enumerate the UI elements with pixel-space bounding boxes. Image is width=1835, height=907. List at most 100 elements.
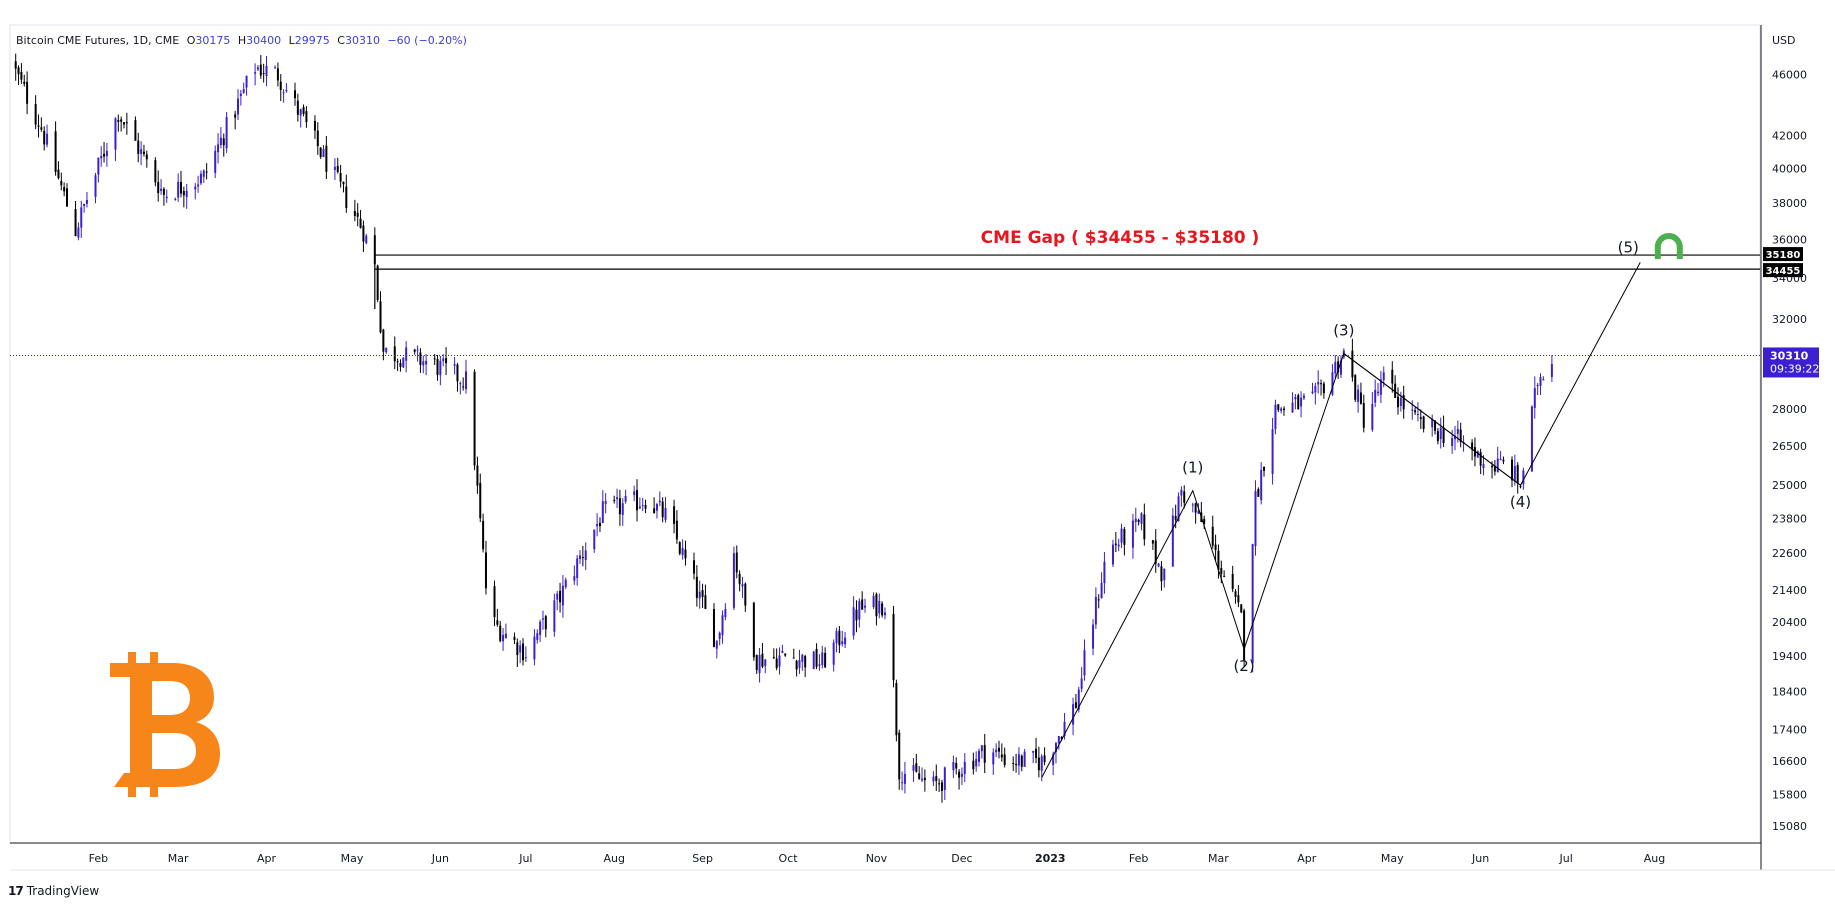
candle	[396, 358, 399, 371]
candle	[316, 122, 319, 155]
candle	[644, 499, 647, 514]
candle	[835, 627, 838, 653]
candle	[801, 653, 804, 671]
y-tick-label: 16600	[1772, 755, 1807, 768]
candle	[313, 115, 316, 139]
candle	[875, 592, 878, 626]
candle	[758, 648, 761, 683]
candle	[1120, 523, 1123, 548]
candle	[185, 183, 188, 209]
wave-4-trendline[interactable]	[1343, 353, 1521, 486]
y-tick-label: 38000	[1772, 197, 1807, 210]
y-tick-label: 36000	[1772, 234, 1807, 247]
candle	[724, 603, 727, 621]
candle	[405, 341, 408, 373]
candle	[202, 169, 205, 183]
candle	[77, 222, 80, 241]
candle	[439, 355, 442, 386]
candle	[1522, 467, 1525, 490]
candle	[97, 157, 100, 183]
candle	[712, 603, 715, 648]
candle	[245, 75, 248, 96]
candle	[661, 497, 664, 523]
candle	[1057, 736, 1060, 750]
candle	[80, 200, 83, 238]
candle	[1277, 404, 1280, 413]
candle	[781, 644, 784, 654]
currency-label: USD	[1772, 34, 1796, 47]
tradingview-label: TradingView	[26, 884, 100, 898]
candle	[1282, 406, 1285, 416]
candle	[1402, 385, 1405, 419]
y-tick-label: 19400	[1772, 650, 1807, 663]
candle	[142, 144, 145, 157]
candle	[217, 133, 220, 164]
candle	[1411, 400, 1414, 420]
svg-text:35180: 35180	[1766, 250, 1801, 261]
x-tick-label: Aug	[1644, 852, 1665, 865]
candle	[584, 542, 587, 571]
candle	[775, 648, 778, 671]
price-axis[interactable]: 46000 42000 40000 38000 36000 34000 32000 28000…	[1772, 68, 1807, 832]
candle	[955, 757, 958, 775]
ohlc-open: O30175	[186, 34, 231, 47]
candle	[992, 748, 995, 775]
candle	[1094, 587, 1097, 629]
svg-text:30310: 30310	[1770, 349, 1809, 362]
candle	[54, 121, 57, 176]
candle	[502, 628, 505, 651]
candle	[493, 580, 496, 627]
candle	[385, 347, 388, 354]
candle	[1536, 383, 1539, 396]
candle	[536, 629, 539, 644]
candle	[1171, 507, 1174, 567]
x-tick-label: Apr	[1297, 852, 1317, 865]
elliott-wave-line[interactable]	[1041, 262, 1641, 778]
candle	[1317, 370, 1320, 394]
candle	[1191, 502, 1194, 513]
y-tick-label: 17400	[1772, 723, 1807, 736]
candle	[57, 161, 60, 180]
candle	[892, 605, 895, 688]
candle	[1023, 748, 1026, 767]
candle	[1083, 639, 1086, 681]
candle	[85, 191, 88, 208]
y-tick-label: 23800	[1772, 512, 1807, 525]
candle	[1263, 466, 1266, 477]
candle	[1092, 619, 1095, 656]
time-axis[interactable]: Feb Mar Apr May Jun Jul Aug Sep Oct Nov Dec 2023 Feb…	[89, 852, 1666, 865]
ohlc-low: L29975	[288, 34, 330, 47]
candle	[752, 601, 755, 661]
candle	[14, 53, 17, 81]
candle	[655, 502, 658, 519]
plot-frame	[9, 24, 1761, 844]
candle	[1214, 534, 1217, 562]
candle	[903, 761, 906, 794]
candle	[1476, 450, 1479, 458]
candle	[633, 485, 636, 502]
candle	[872, 592, 875, 610]
candle	[20, 63, 23, 84]
candle	[812, 650, 815, 670]
tradingview-brand[interactable]: 𝟭𝟳 TradingView	[8, 884, 99, 898]
candle	[362, 220, 365, 253]
candle	[376, 264, 379, 303]
candle	[601, 490, 604, 524]
candle	[225, 112, 228, 153]
candle	[1035, 737, 1038, 764]
candle	[1271, 417, 1274, 485]
candle	[182, 186, 185, 208]
candle	[704, 584, 707, 609]
tradingview-logo-icon: 𝟭𝟳	[8, 884, 24, 898]
candle	[564, 577, 567, 590]
candle	[912, 758, 915, 782]
candle	[393, 336, 396, 370]
candle	[636, 479, 639, 522]
candle	[701, 583, 704, 608]
svg-text:09:39:22: 09:39:22	[1770, 362, 1819, 375]
candle	[359, 209, 362, 229]
candle	[861, 591, 864, 610]
candle	[935, 764, 938, 791]
candle	[1391, 361, 1394, 393]
